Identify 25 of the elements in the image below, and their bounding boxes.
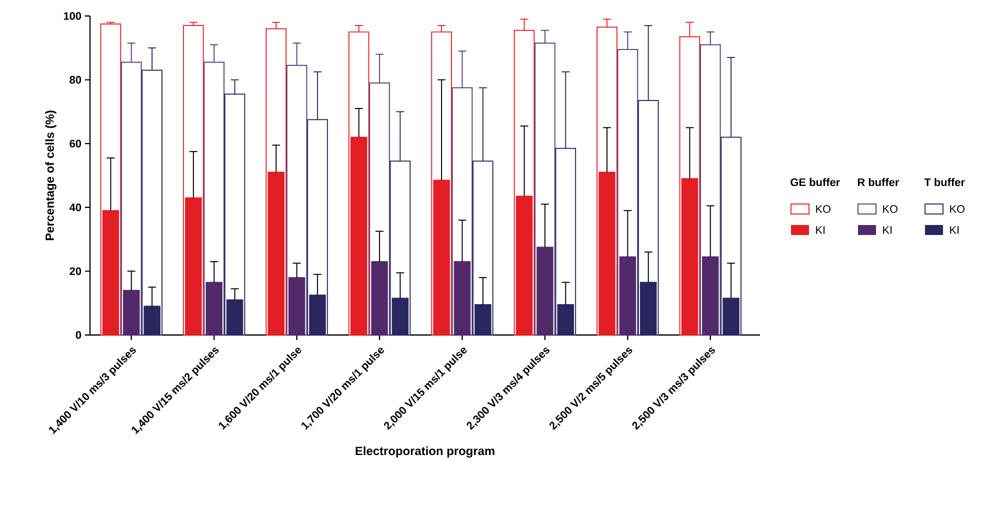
text: GE buffer: [790, 178, 840, 186]
legend-label: KI: [883, 226, 892, 234]
legend-label: KI: [950, 226, 959, 234]
bar: [123, 290, 140, 336]
y-tick-label: 40: [69, 204, 82, 212]
bar: [288, 277, 306, 336]
bar: [619, 256, 636, 336]
bar: [206, 282, 222, 336]
y-tick-label: 60: [70, 140, 82, 148]
y-tick-label: 80: [70, 76, 82, 84]
bar: [371, 261, 388, 336]
x-axis-title: Electroporation program: [356, 446, 494, 458]
text: R buffer: [858, 178, 900, 186]
legend-label: KO: [950, 205, 965, 213]
bar: [536, 246, 554, 336]
bar: [702, 256, 719, 336]
y-tick-label: 100: [64, 12, 82, 20]
legend-label: KI: [816, 226, 825, 234]
legend-label: KO: [883, 205, 898, 213]
text: T buffer: [924, 178, 965, 186]
y-tick-label: 0: [76, 331, 82, 339]
legend-label: KO: [816, 205, 831, 213]
bar: [454, 261, 471, 336]
y-tick-label: 20: [70, 267, 82, 276]
y-axis-title: Percentage of cells (%): [45, 110, 56, 240]
